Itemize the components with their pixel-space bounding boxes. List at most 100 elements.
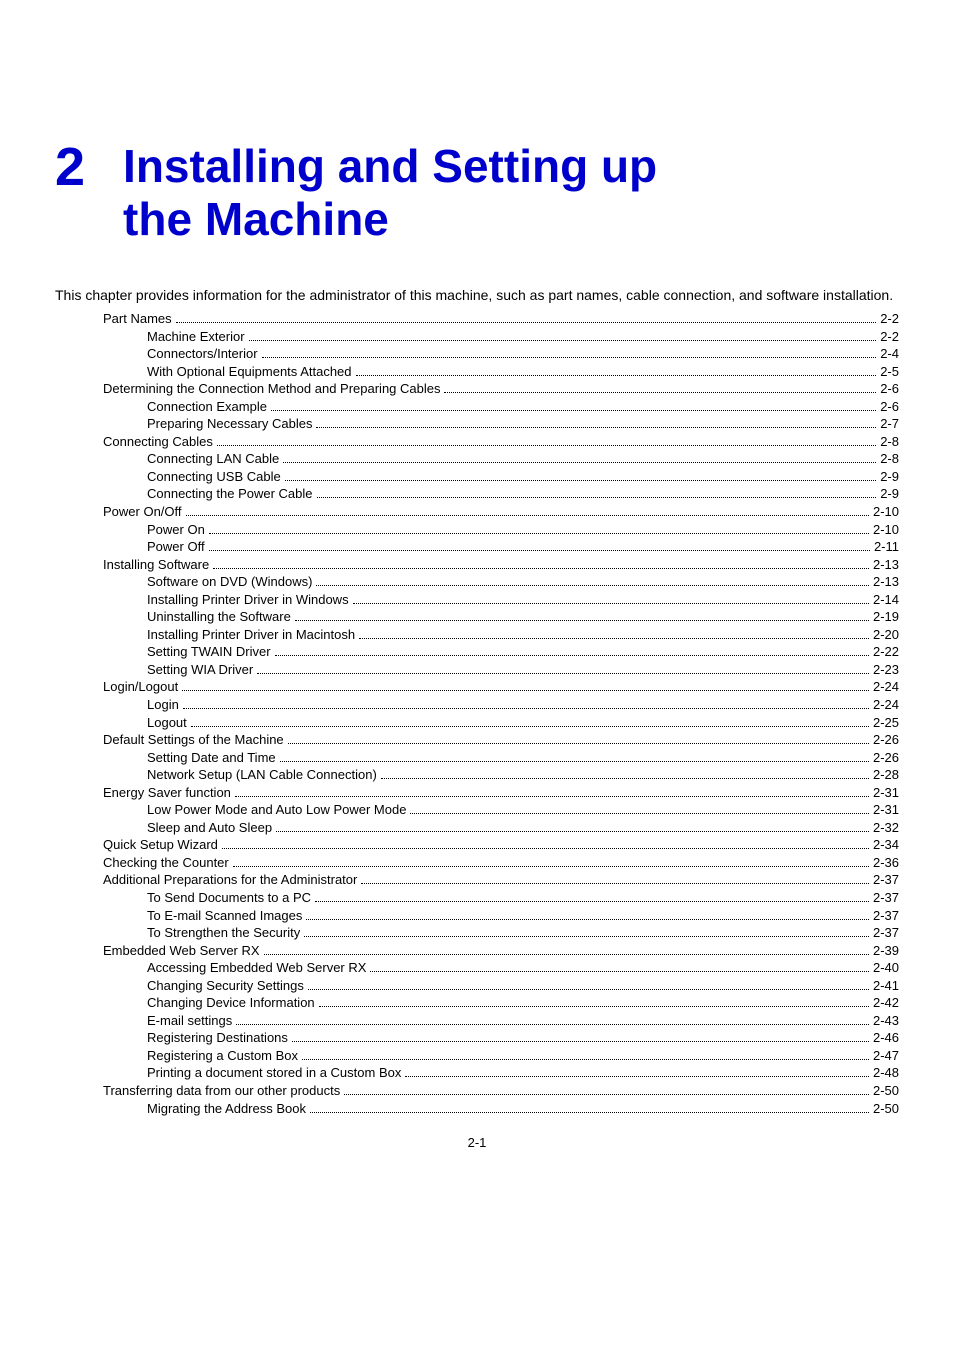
toc-leader-dots [302,1059,869,1060]
toc-leader-dots [316,427,876,428]
intro-paragraph: This chapter provides information for th… [55,286,899,304]
toc-entry[interactable]: Checking the Counter 2-36 [55,854,899,872]
toc-entry[interactable]: Accessing Embedded Web Server RX 2-40 [55,959,899,977]
toc-entry[interactable]: Power Off 2-11 [55,538,899,556]
toc-entry[interactable]: Machine Exterior 2-2 [55,328,899,346]
toc-entry-page: 2-8 [880,433,899,451]
toc-entry[interactable]: Network Setup (LAN Cable Connection) 2-2… [55,766,899,784]
toc-entry[interactable]: Additional Preparations for the Administ… [55,871,899,889]
toc-entry[interactable]: Part Names 2-2 [55,310,899,328]
toc-entry[interactable]: Energy Saver function 2-31 [55,784,899,802]
toc-leader-dots [262,357,877,358]
toc-entry-page: 2-22 [873,643,899,661]
toc-leader-dots [317,497,877,498]
toc-entry-page: 2-6 [880,398,899,416]
toc-entry-label: Changing Device Information [147,994,315,1012]
toc-entry-label: Additional Preparations for the Administ… [103,871,357,889]
toc-leader-dots [176,322,877,323]
toc-entry[interactable]: To Strengthen the Security 2-37 [55,924,899,942]
toc-leader-dots [222,848,869,849]
toc-entry-label: Preparing Necessary Cables [147,415,312,433]
toc-entry[interactable]: Quick Setup Wizard 2-34 [55,836,899,854]
toc-entry[interactable]: Registering Destinations 2-46 [55,1029,899,1047]
toc-entry[interactable]: Login 2-24 [55,696,899,714]
toc-entry[interactable]: Installing Software 2-13 [55,556,899,574]
toc-entry[interactable]: Determining the Connection Method and Pr… [55,380,899,398]
toc-entry-label: Installing Printer Driver in Macintosh [147,626,355,644]
toc-entry-page: 2-2 [880,328,899,346]
toc-entry-page: 2-43 [873,1012,899,1030]
toc-entry[interactable]: Registering a Custom Box 2-47 [55,1047,899,1065]
toc-entry-page: 2-37 [873,924,899,942]
toc-leader-dots [315,901,869,902]
toc-entry[interactable]: Power On 2-10 [55,521,899,539]
toc-entry[interactable]: Setting Date and Time 2-26 [55,749,899,767]
toc-entry[interactable]: To Send Documents to a PC 2-37 [55,889,899,907]
toc-entry[interactable]: Power On/Off 2-10 [55,503,899,521]
toc-entry-page: 2-42 [873,994,899,1012]
toc-entry-label: With Optional Equipments Attached [147,363,352,381]
toc-entry-label: Checking the Counter [103,854,229,872]
toc-entry[interactable]: Connecting Cables 2-8 [55,433,899,451]
toc-entry-label: Connecting LAN Cable [147,450,279,468]
toc-entry-page: 2-26 [873,749,899,767]
toc-entry[interactable]: Connectors/Interior 2-4 [55,345,899,363]
toc-leader-dots [257,673,869,674]
toc-entry[interactable]: Preparing Necessary Cables 2-7 [55,415,899,433]
toc-entry[interactable]: Transferring data from our other product… [55,1082,899,1100]
toc-entry[interactable]: Connection Example 2-6 [55,398,899,416]
toc-entry[interactable]: Installing Printer Driver in Macintosh 2… [55,626,899,644]
toc-leader-dots [182,690,869,691]
toc-entry-label: Power On/Off [103,503,182,521]
toc-leader-dots [356,375,877,376]
toc-entry-page: 2-50 [873,1082,899,1100]
toc-entry-page: 2-37 [873,889,899,907]
toc-entry-page: 2-37 [873,907,899,925]
toc-entry[interactable]: Logout 2-25 [55,714,899,732]
toc-entry[interactable]: To E-mail Scanned Images 2-37 [55,907,899,925]
toc-entry-page: 2-4 [880,345,899,363]
toc-entry-label: Registering Destinations [147,1029,288,1047]
toc-entry[interactable]: Changing Security Settings 2-41 [55,977,899,995]
toc-entry[interactable]: Printing a document stored in a Custom B… [55,1064,899,1082]
toc-entry[interactable]: Sleep and Auto Sleep 2-32 [55,819,899,837]
toc-entry[interactable]: With Optional Equipments Attached 2-5 [55,363,899,381]
page-number: 2-1 [468,1135,487,1150]
toc-entry-label: Accessing Embedded Web Server RX [147,959,366,977]
toc-entry[interactable]: Embedded Web Server RX 2-39 [55,942,899,960]
toc-entry-page: 2-19 [873,608,899,626]
chapter-title-line1: Installing and Setting up [123,140,657,192]
toc-entry-page: 2-23 [873,661,899,679]
toc-entry[interactable]: Setting TWAIN Driver 2-22 [55,643,899,661]
toc-entry-page: 2-10 [873,521,899,539]
toc-entry[interactable]: Changing Device Information 2-42 [55,994,899,1012]
toc-entry-label: Setting Date and Time [147,749,276,767]
toc-entry[interactable]: Uninstalling the Software 2-19 [55,608,899,626]
toc-entry[interactable]: Installing Printer Driver in Windows 2-1… [55,591,899,609]
toc-leader-dots [280,761,869,762]
toc-entry-label: Connectors/Interior [147,345,258,363]
toc-entry[interactable]: Software on DVD (Windows) 2-13 [55,573,899,591]
toc-entry-label: Low Power Mode and Auto Low Power Mode [147,801,406,819]
toc-leader-dots [285,480,877,481]
toc-entry-label: Software on DVD (Windows) [147,573,312,591]
toc-entry-page: 2-2 [880,310,899,328]
toc-leader-dots [359,638,869,639]
toc-entry[interactable]: Connecting USB Cable 2-9 [55,468,899,486]
toc-entry[interactable]: Connecting LAN Cable 2-8 [55,450,899,468]
toc-leader-dots [213,568,869,569]
toc-entry-page: 2-47 [873,1047,899,1065]
toc-entry-label: Connecting the Power Cable [147,485,313,503]
toc-entry[interactable]: Low Power Mode and Auto Low Power Mode 2… [55,801,899,819]
toc-leader-dots [264,954,869,955]
toc-entry[interactable]: Migrating the Address Book 2-50 [55,1100,899,1118]
table-of-contents: Part Names 2-2Machine Exterior 2-2Connec… [55,310,899,1117]
toc-entry[interactable]: Login/Logout 2-24 [55,678,899,696]
toc-entry[interactable]: Connecting the Power Cable 2-9 [55,485,899,503]
toc-entry-label: Power Off [147,538,205,556]
toc-entry-label: Migrating the Address Book [147,1100,306,1118]
toc-entry[interactable]: Setting WIA Driver 2-23 [55,661,899,679]
toc-entry-label: Installing Printer Driver in Windows [147,591,349,609]
toc-entry[interactable]: E-mail settings 2-43 [55,1012,899,1030]
toc-entry[interactable]: Default Settings of the Machine 2-26 [55,731,899,749]
